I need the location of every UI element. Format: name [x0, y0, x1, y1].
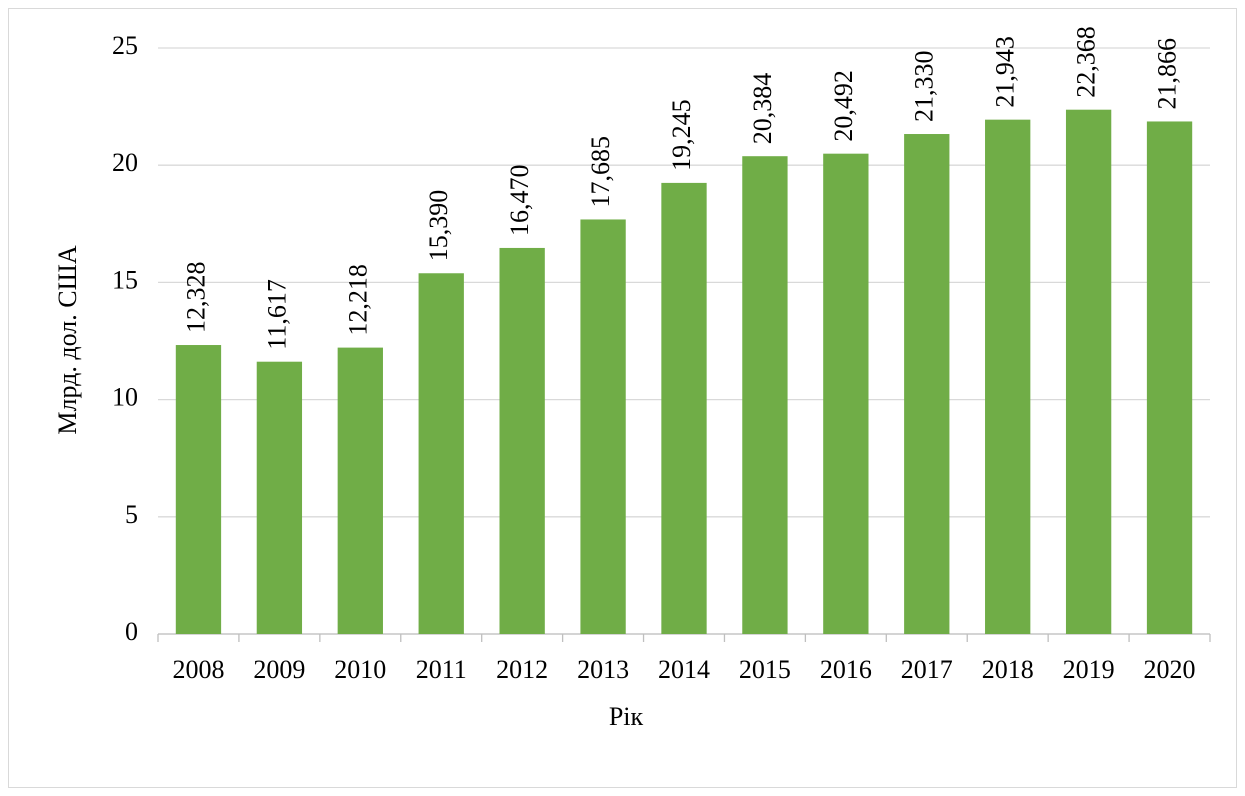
data-label: 19,245: [667, 99, 696, 171]
data-label: 15,390: [424, 190, 453, 262]
x-tick-label: 2020: [1144, 655, 1196, 684]
y-tick-label: 5: [125, 500, 138, 529]
data-label: 16,470: [505, 164, 534, 236]
data-label: 21,943: [991, 36, 1020, 108]
y-tick-label: 10: [112, 383, 138, 412]
x-tick-label: 2015: [739, 655, 791, 684]
data-label: 12,218: [343, 264, 372, 336]
data-label: 12,328: [181, 262, 210, 334]
x-tick-label: 2017: [901, 655, 953, 684]
bar: [823, 153, 869, 634]
x-tick-label: 2012: [496, 655, 548, 684]
x-tick-label: 2010: [334, 655, 386, 684]
x-tick-label: 2009: [253, 655, 305, 684]
data-label: 21,866: [1153, 38, 1182, 110]
bar: [1065, 109, 1112, 634]
bar: [742, 156, 788, 634]
x-tick-label: 2019: [1063, 655, 1115, 684]
y-tick-label: 0: [125, 617, 138, 646]
x-axis-title: Рік: [609, 702, 644, 731]
bar: [661, 182, 707, 634]
y-tick-label: 25: [112, 31, 138, 60]
x-tick-label: 2008: [172, 655, 224, 684]
data-label: 22,368: [1072, 26, 1101, 98]
bar: [418, 273, 464, 634]
bar: [337, 347, 383, 634]
bar: [904, 134, 950, 635]
y-tick-label: 20: [112, 148, 138, 177]
bar: [1146, 121, 1193, 635]
x-tick-label: 2013: [577, 655, 629, 684]
bar: [985, 119, 1031, 635]
bar: [580, 219, 626, 634]
data-label: 11,617: [262, 279, 291, 350]
y-tick-label: 15: [112, 265, 138, 294]
data-label: 17,685: [586, 136, 615, 208]
data-label: 21,330: [910, 51, 939, 123]
bar: [499, 247, 545, 634]
x-tick-label: 2018: [982, 655, 1034, 684]
x-tick-label: 2016: [820, 655, 872, 684]
bar: [175, 345, 222, 634]
data-label: 20,492: [829, 70, 858, 142]
bar: [256, 361, 303, 634]
x-tick-label: 2011: [416, 655, 467, 684]
y-axis-title: Млрд. дол. США: [53, 245, 82, 434]
data-label: 20,384: [748, 73, 777, 145]
x-tick-label: 2014: [658, 655, 710, 684]
